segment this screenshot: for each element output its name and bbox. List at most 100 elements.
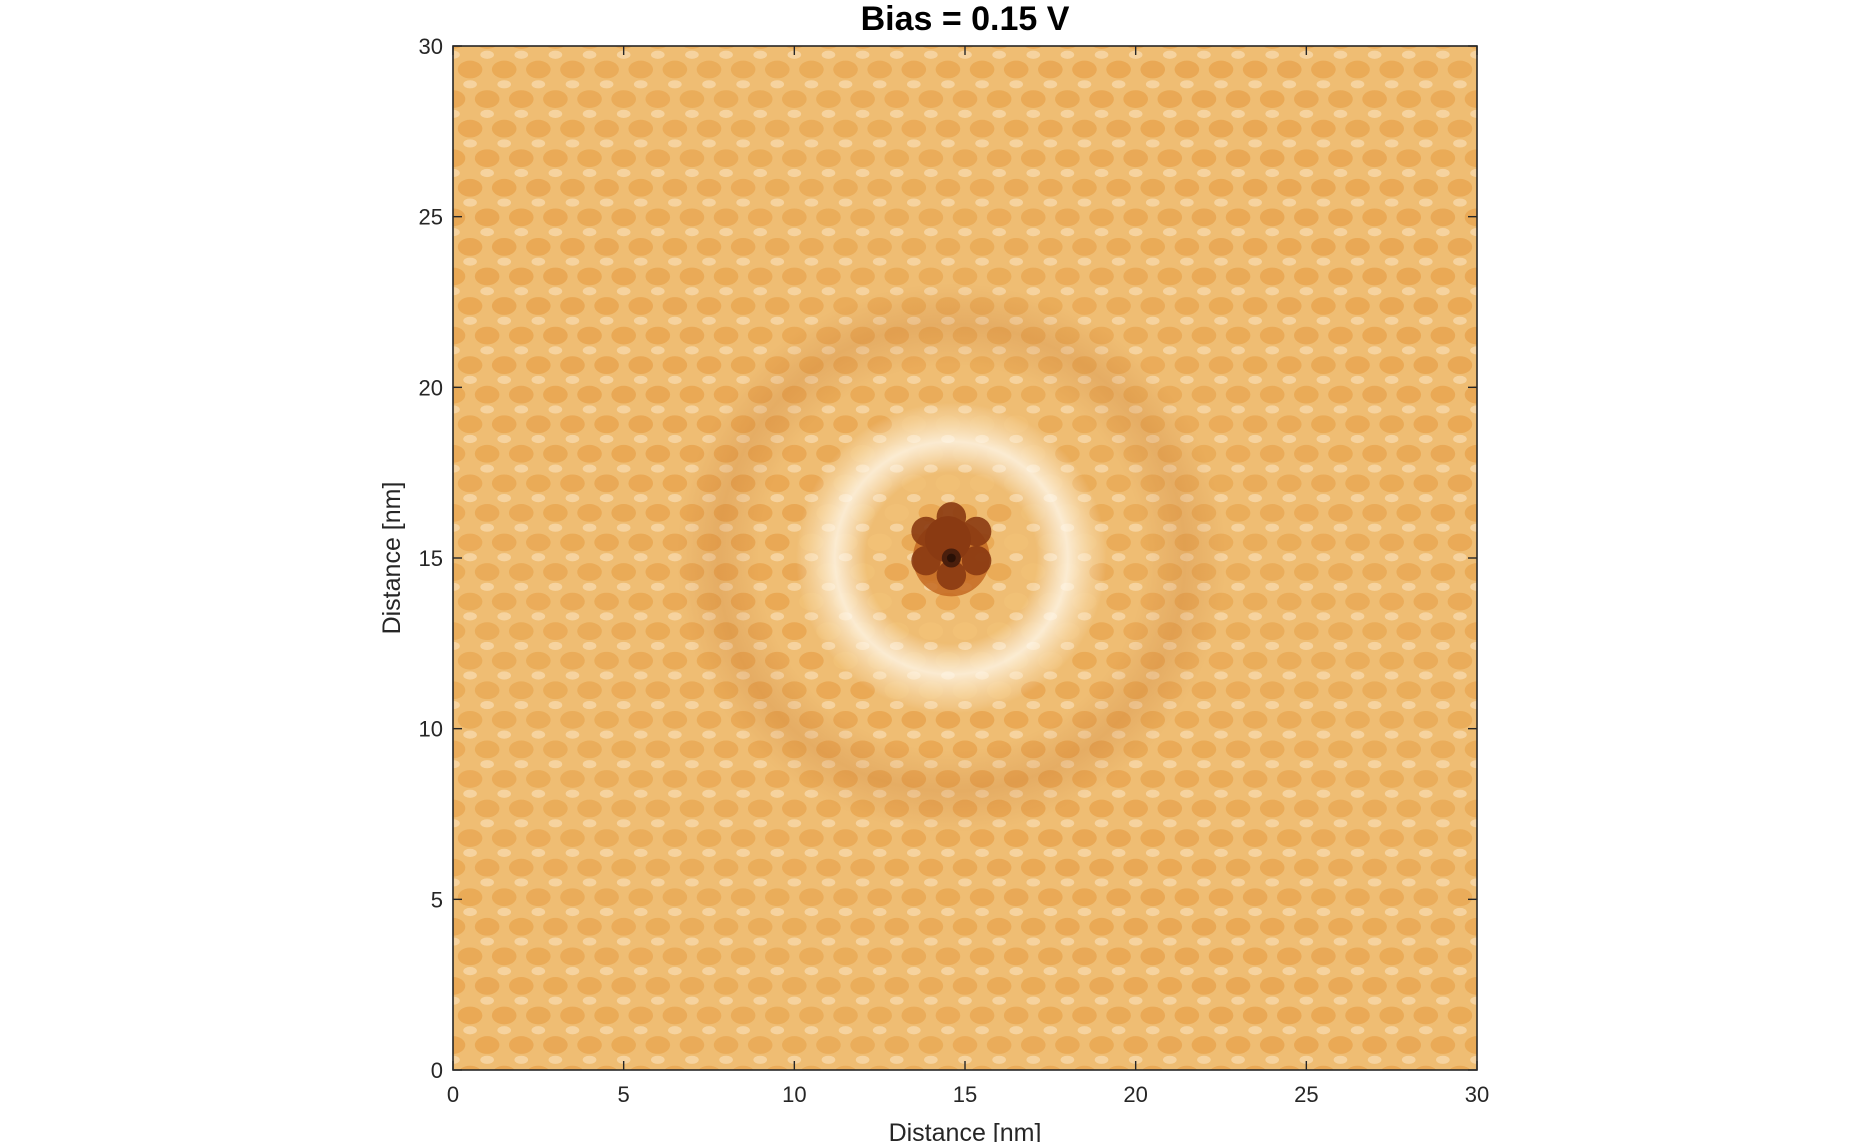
lattice-site	[1038, 119, 1063, 138]
lattice-site	[1311, 533, 1336, 552]
lattice-bridge	[821, 996, 836, 1005]
lattice-bridge	[463, 21, 477, 29]
lattice-site	[1003, 829, 1029, 847]
lattice-site	[459, 1065, 481, 1070]
lattice-bridge	[702, 1026, 716, 1035]
lattice-bridge	[821, 50, 836, 59]
lattice-site	[474, 208, 500, 227]
lattice-site	[1464, 563, 1477, 581]
lattice-bridge	[453, 405, 460, 414]
lattice-bridge	[1265, 464, 1280, 473]
lattice-site	[764, 178, 790, 197]
lattice-site	[1499, 149, 1524, 167]
lattice-bridge	[565, 80, 580, 89]
lattice-site	[952, 917, 978, 936]
lattice-bridge	[1367, 287, 1382, 296]
lattice-site	[1208, 60, 1234, 79]
lattice-site	[628, 297, 654, 315]
lattice-bridge	[1146, 21, 1160, 29]
lattice-site	[1447, 238, 1473, 256]
lattice-bridge	[872, 257, 887, 266]
lattice-site	[969, 178, 995, 197]
lattice-site	[543, 740, 568, 759]
lattice-site	[850, 1095, 875, 1113]
lattice-bridge	[1401, 760, 1416, 769]
lattice-site	[1208, 888, 1234, 907]
lattice-site	[1482, 534, 1507, 552]
lattice-site	[1191, 1036, 1217, 1054]
lattice-site	[1225, 90, 1251, 108]
lattice-bridge	[1504, 701, 1518, 709]
lattice-site	[1123, 326, 1148, 345]
lattice-bridge	[650, 464, 665, 473]
lattice-bridge	[514, 168, 529, 178]
lattice-site	[679, 858, 705, 877]
lattice-site	[952, 90, 978, 108]
lattice-site	[1294, 681, 1319, 700]
lattice-site	[1276, 119, 1302, 138]
lattice-site	[1499, 741, 1524, 759]
lattice-site	[850, 90, 875, 108]
lattice-bridge	[1248, 198, 1262, 207]
lattice-bridge	[736, 848, 750, 857]
lattice-site	[543, 622, 568, 641]
lattice-site	[1276, 829, 1302, 847]
lattice-bridge	[1282, 316, 1297, 325]
lattice-bridge	[1265, 641, 1280, 651]
lattice-site	[526, 356, 551, 374]
lattice-bridge	[453, 523, 460, 532]
lattice-site	[453, 740, 466, 759]
lattice-site	[935, 947, 961, 966]
lattice-site	[453, 681, 466, 700]
lattice-site	[526, 533, 551, 552]
lattice-site	[1276, 297, 1302, 315]
defect-core	[924, 516, 971, 563]
lattice-site	[1191, 977, 1217, 995]
lattice-site	[696, 888, 722, 907]
lattice-site	[491, 710, 517, 729]
lattice-bridge	[1453, 21, 1467, 29]
lattice-site	[850, 858, 875, 877]
lattice-bridge	[514, 641, 529, 651]
lattice-site	[1276, 533, 1302, 552]
lattice-site	[1259, 799, 1285, 818]
lattice-site	[577, 149, 602, 168]
lattice-site	[577, 267, 602, 286]
lattice-bridge	[1384, 848, 1399, 857]
lattice-site	[1208, 1006, 1234, 1025]
lattice-bridge	[1487, 908, 1501, 916]
lattice-bridge	[1060, 168, 1075, 178]
lattice-bridge	[1470, 819, 1477, 828]
lattice-bridge	[1231, 1055, 1245, 1064]
x-tick-label: 5	[618, 1082, 630, 1107]
lattice-site	[628, 651, 654, 670]
lattice-bridge	[804, 139, 819, 148]
lattice-site	[1482, 415, 1507, 433]
lattice-site	[696, 238, 722, 256]
lattice-bridge	[1418, 789, 1433, 798]
lattice-site	[1055, 149, 1080, 168]
lattice-site	[1447, 119, 1473, 138]
lattice-bridge	[616, 760, 631, 769]
lattice-bridge	[1162, 50, 1177, 59]
lattice-bridge	[548, 819, 563, 828]
lattice-bridge	[1385, 21, 1399, 29]
lattice-bridge	[1333, 700, 1348, 710]
lattice-bridge	[975, 257, 989, 266]
lattice-site	[543, 326, 568, 345]
lattice-bridge	[429, 1085, 443, 1093]
lattice-site	[457, 60, 483, 79]
lattice-site	[1430, 563, 1456, 581]
lattice-site	[453, 267, 466, 286]
lattice-bridge	[1214, 434, 1228, 444]
lattice-site	[543, 90, 568, 108]
lattice-bridge	[1487, 317, 1501, 325]
lattice-bridge	[855, 1055, 870, 1064]
lattice-site	[1345, 533, 1370, 552]
lattice-site	[919, 1095, 944, 1113]
lattice-site	[424, 297, 449, 315]
lattice-site	[1225, 208, 1251, 227]
lattice-site	[407, 504, 432, 522]
lattice-bridge	[668, 257, 682, 266]
lattice-site	[1123, 977, 1148, 995]
